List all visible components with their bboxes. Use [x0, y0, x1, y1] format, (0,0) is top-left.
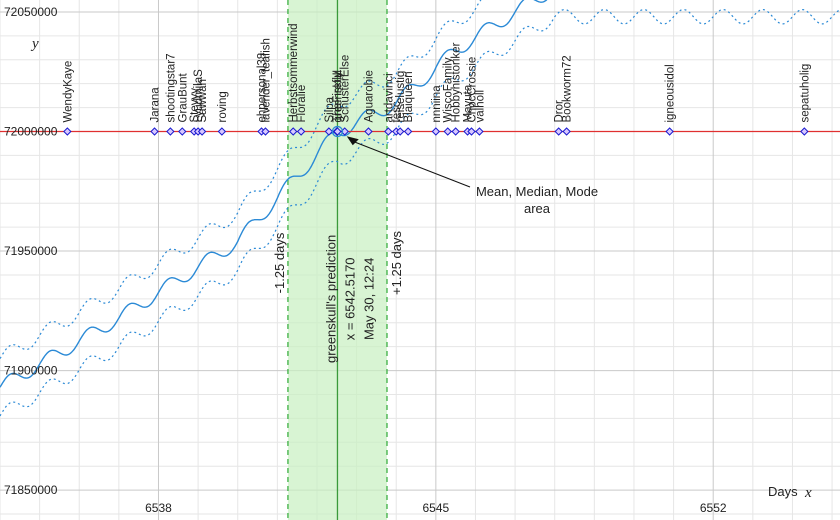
prediction-markers	[63, 125, 809, 138]
y-tick-label: 71900000	[4, 364, 58, 378]
prediction-marker	[166, 127, 175, 136]
prediction-label: greenskull	[332, 70, 344, 122]
prediction-marker	[467, 127, 476, 136]
prediction-band	[287, 0, 388, 520]
y-tick-label: 71850000	[4, 483, 58, 497]
prediction-marker	[403, 127, 413, 136]
prediction-label: reiselustig	[395, 71, 407, 123]
band-right-label: +1.25 days	[389, 231, 404, 295]
prediction-label: SchusterElse	[340, 55, 352, 123]
prediction-label: Stevyy	[189, 88, 201, 123]
prediction-label: ChocCrossie	[467, 57, 479, 123]
prediction-label: roving	[217, 91, 229, 122]
prediction-labels: WendyKaye Jarana shootingstar7 GrauBunt Stev…	[62, 23, 811, 122]
prediction-label: ehpersonal38	[257, 53, 269, 123]
prediction-marker	[475, 127, 484, 136]
axis-ticks: 6538 6545 6552 72050000 72000000 71950000 7190…	[4, 5, 812, 515]
prediction-label: artdavinci	[383, 73, 395, 122]
prediction-marker	[395, 127, 405, 136]
prediction-label: nnniina	[431, 85, 443, 123]
prediction-label: shootingstar7	[165, 53, 177, 122]
prediction-marker	[562, 127, 571, 136]
prediction-label: WendyKaye	[62, 61, 74, 123]
y-tick-label: 72000000	[4, 124, 58, 138]
annotation-text-line1: Mean, Median, Mode	[476, 184, 598, 199]
annotation-arrow-head	[346, 136, 359, 146]
annotation: -1.25 days +1.25 days greenskull's predict…	[272, 136, 598, 363]
prediction-label: Silpa	[324, 96, 336, 122]
prediction-marker	[554, 127, 563, 136]
prediction-marker	[800, 127, 809, 136]
prediction-marker	[431, 127, 441, 136]
prediction-text-line: greenskull's prediction	[323, 235, 338, 363]
prediction-label: Dror	[554, 100, 566, 123]
prediction-marker	[197, 127, 207, 136]
prediction-label: sepatuholig	[799, 64, 811, 123]
prediction-label: Blaiqueen	[403, 71, 415, 122]
y-axis-variable: y	[30, 36, 39, 52]
prediction-text-line: May 30, 12:24	[361, 258, 376, 340]
prediction-label: LyudmilaS	[193, 69, 205, 123]
prediction-label: TheFirefly	[332, 71, 344, 122]
prediction-label: Sawwah	[197, 79, 209, 122]
prediction-label: Aguarobie	[363, 70, 375, 122]
y-tick-label: 71950000	[4, 244, 58, 258]
prediction-marker	[364, 127, 373, 136]
prediction-label: Bookworm72	[562, 55, 574, 122]
prediction-label: GrauBunt	[177, 72, 189, 122]
x-axis-label: Days	[768, 484, 798, 499]
prediction-label: igneousidol	[665, 64, 677, 122]
trend-upper-bound	[0, 0, 482, 359]
prediction-marker	[261, 127, 270, 136]
x-axis-variable: x	[804, 485, 812, 501]
prediction-label: Jarana	[150, 87, 162, 123]
prediction-label: lavender_teafish	[260, 38, 272, 122]
prediction-label: Hobbyhistoriker	[451, 42, 463, 122]
x-tick-label: 6552	[700, 501, 727, 515]
prediction-marker	[333, 127, 342, 136]
trend-curves	[0, 0, 840, 417]
prediction-marker	[451, 127, 460, 136]
prediction-label: Herbstsommerwind	[288, 23, 300, 122]
prediction-marker	[443, 127, 452, 136]
trend-lower-bound	[0, 9, 840, 417]
prediction-marker	[217, 127, 227, 136]
y-tick-label: 72050000	[4, 5, 58, 19]
annotation-arrow-line	[352, 140, 471, 188]
prediction-label: tesc	[391, 101, 403, 122]
prediction-marker	[150, 127, 159, 136]
prediction-label: Floralie	[296, 85, 308, 123]
trend-line	[0, 0, 548, 388]
prediction-text-line: x = 6542.5170	[342, 257, 357, 340]
prediction-marker	[178, 127, 187, 136]
x-tick-label: 6545	[422, 501, 449, 515]
prediction-label: Mayuta	[463, 84, 475, 122]
prediction-marker	[665, 127, 674, 136]
prediction-marker	[296, 127, 306, 136]
prediction-highlight	[331, 125, 344, 138]
prediction-label: WiscoFamily	[443, 57, 455, 122]
prediction-marker	[289, 127, 298, 136]
prediction-marker	[324, 127, 334, 136]
x-tick-label: 6538	[145, 501, 172, 515]
prediction-marker	[384, 127, 393, 136]
band-left-label: -1.25 days	[272, 232, 287, 293]
prediction-marker	[63, 127, 72, 136]
prediction-label: valholl	[474, 90, 486, 123]
annotation-text-line2: area	[524, 201, 551, 216]
